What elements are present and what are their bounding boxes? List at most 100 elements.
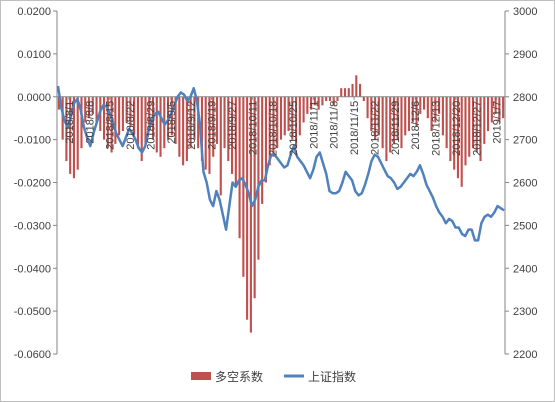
legend-swatch-bar — [191, 372, 211, 380]
line-series-shanghai-index — [56, 85, 505, 242]
bar — [287, 96, 290, 132]
right-axis-tick-label: 2400 — [513, 263, 537, 275]
axes-group: 0.0200 0.0100 0.0000 -0.0100 -0.0200 -0.0300 -… — [14, 6, 538, 361]
bar — [468, 96, 471, 157]
bar — [193, 96, 196, 140]
bar — [231, 96, 234, 174]
bar — [91, 96, 94, 114]
bar — [283, 96, 286, 136]
bar — [377, 96, 380, 136]
right-axis-tick-label: 2600 — [513, 178, 537, 190]
bar — [487, 96, 490, 132]
bar — [72, 96, 75, 179]
legend-label-line: 上证指数 — [308, 369, 356, 384]
bar — [279, 96, 283, 140]
bar — [140, 96, 143, 162]
bar — [419, 96, 422, 114]
x-tick-labels-group: 2018/8/1 2018/8/8 2018/8/15 2018/8/22 2018/8… — [64, 101, 504, 156]
legend: 多空系数 上证指数 — [191, 369, 356, 384]
bar — [136, 96, 139, 149]
right-axis-tick-label: 2900 — [513, 49, 537, 61]
bar — [438, 96, 441, 114]
right-axis-tick-label: 2500 — [513, 220, 537, 232]
bar — [310, 96, 313, 110]
bar — [460, 96, 463, 187]
bar — [313, 96, 316, 106]
bar — [76, 96, 79, 170]
x-tick-label: 2018/10/18 — [268, 101, 280, 156]
bar — [453, 96, 456, 170]
bar — [159, 96, 162, 157]
bar — [291, 96, 294, 140]
bar — [374, 96, 377, 140]
right-axis-tick-label: 2200 — [513, 349, 537, 361]
left-axis-tick-label: -0.0200 — [14, 178, 51, 190]
bar — [441, 96, 444, 136]
bar — [347, 88, 350, 97]
x-tick-label: 2018/10/25 — [288, 101, 300, 156]
bar — [129, 96, 132, 127]
x-tick-label: 2018/11/22 — [370, 101, 382, 155]
bar — [471, 96, 475, 149]
bar — [343, 88, 347, 97]
x-tick-label: 2018/9/12 — [186, 101, 198, 150]
bar — [464, 96, 467, 166]
bar — [197, 96, 200, 149]
bar — [411, 96, 414, 123]
x-tick-label: 2018/12/20 — [451, 101, 463, 156]
bar — [502, 96, 505, 119]
bar — [389, 96, 392, 153]
bar — [272, 96, 275, 157]
bar — [276, 96, 279, 149]
bar — [249, 96, 252, 333]
left-axis-tick-label: -0.0600 — [14, 349, 51, 361]
bar — [423, 96, 426, 110]
left-axis-tick-label: 0.0000 — [17, 92, 51, 104]
bar — [87, 96, 91, 119]
bar — [204, 96, 207, 170]
bar — [325, 96, 328, 102]
bar — [95, 96, 98, 123]
right-axis-tick-label: 2300 — [513, 306, 537, 318]
bar — [370, 96, 373, 132]
bar — [366, 96, 369, 119]
bar — [227, 96, 230, 162]
bar — [208, 96, 211, 174]
x-tick-label: 2018/12/13 — [431, 101, 443, 156]
bar — [426, 96, 429, 119]
bar — [381, 96, 384, 149]
bar — [125, 96, 128, 123]
bar — [321, 96, 324, 106]
bar — [351, 83, 354, 97]
x-tick-label: 2019/1/7 — [492, 101, 504, 144]
x-tick-label: 2018/8/29 — [146, 101, 158, 150]
x-tick-label: 2018/8/8 — [84, 101, 96, 144]
bar — [148, 96, 151, 132]
bar — [246, 96, 249, 320]
bar — [238, 96, 241, 239]
bar — [445, 96, 448, 149]
bar — [295, 96, 298, 149]
bar — [483, 96, 486, 144]
right-axis-tick-label: 3000 — [513, 6, 537, 18]
bar — [392, 96, 395, 144]
bar — [430, 96, 433, 132]
x-tick-label: 2018/12/6 — [410, 101, 422, 150]
bar — [302, 96, 305, 123]
left-axis-tick-label: -0.0500 — [14, 306, 51, 318]
bar — [185, 96, 188, 162]
bar — [219, 96, 222, 196]
bar — [174, 96, 177, 144]
x-tick-label: 2018/9/5 — [166, 101, 178, 144]
bar — [355, 75, 358, 97]
bar — [362, 96, 365, 102]
bar — [242, 96, 245, 277]
bar — [449, 96, 452, 162]
bar — [170, 96, 173, 136]
bar — [494, 96, 497, 114]
bar — [80, 96, 83, 149]
x-tick-label: 2018/8/22 — [125, 101, 137, 150]
bar — [359, 83, 362, 97]
bar — [268, 96, 271, 166]
